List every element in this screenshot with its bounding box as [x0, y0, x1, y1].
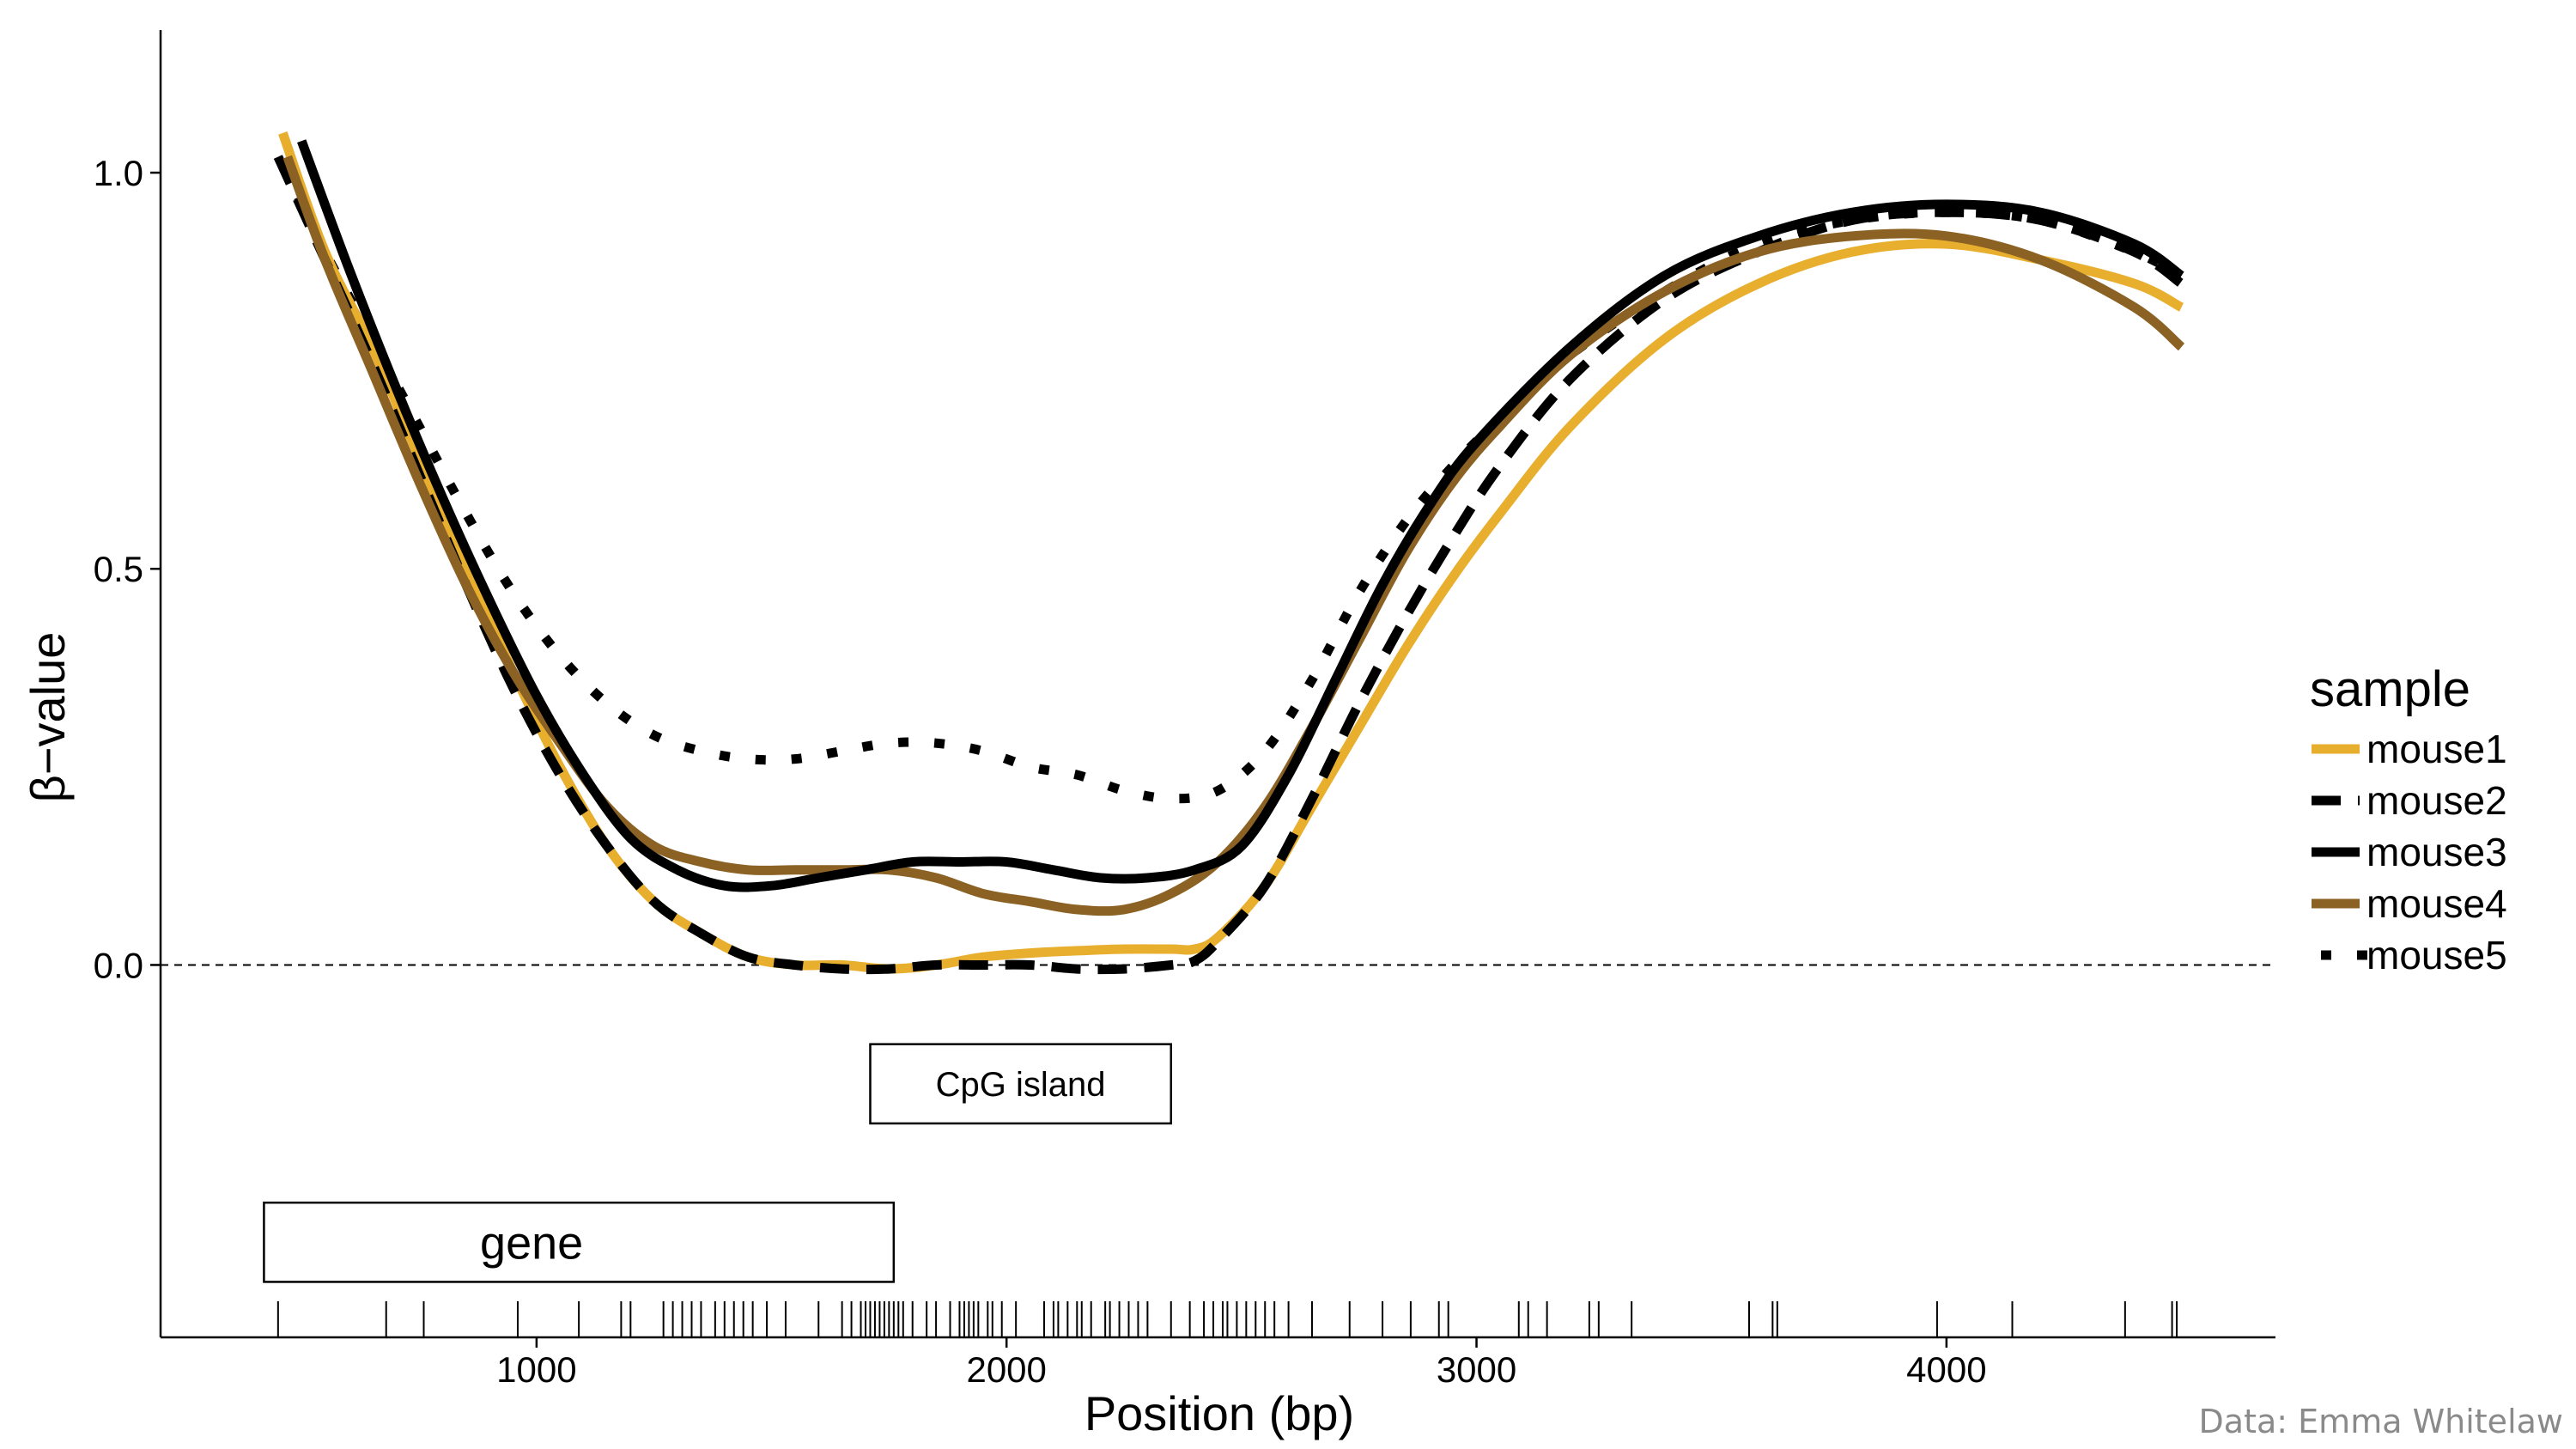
- y-axis-title: β−value: [21, 632, 75, 803]
- legend-label-mouse2: mouse2: [2366, 778, 2507, 823]
- cpg-island-label: CpG island: [936, 1066, 1106, 1104]
- x-tick-label: 1000: [496, 1349, 576, 1390]
- legend-label-mouse3: mouse3: [2366, 830, 2507, 874]
- y-tick-label: 1.0: [94, 153, 143, 193]
- x-tick-label: 4000: [1906, 1349, 1986, 1390]
- series-group: [273, 131, 2185, 975]
- legend-label-mouse4: mouse4: [2366, 881, 2507, 926]
- data-credit: Data: Emma Whitelaw: [2199, 1403, 2563, 1440]
- series-line-mouse5: [278, 162, 2184, 804]
- annotations: CpG island gene: [263, 1043, 1173, 1283]
- legend-title: sample: [2310, 661, 2470, 717]
- legend-label-mouse1: mouse1: [2366, 727, 2507, 771]
- gene-box: [263, 1201, 896, 1283]
- cpg-island-box: [869, 1043, 1173, 1125]
- series-line-mouse4: [283, 155, 2185, 916]
- y-tick-label: 0.0: [94, 945, 143, 985]
- rug-ticks: [276, 1301, 2178, 1337]
- legend: sample mouse1 mouse2 mouse3 mouse4 mouse5: [2310, 661, 2507, 977]
- x-axis-title: Position (bp): [1084, 1386, 1354, 1440]
- series-line-mouse3: [297, 139, 2184, 892]
- x-tick-label: 3000: [1437, 1349, 1516, 1390]
- legend-label-mouse5: mouse5: [2366, 933, 2507, 977]
- x-tick-label: 2000: [966, 1349, 1046, 1390]
- y-tick-label: 0.5: [94, 549, 143, 589]
- gene-label: gene: [480, 1217, 583, 1269]
- series-line-mouse2: [273, 155, 2184, 975]
- axes: 1000 2000 3000 4000 0.0 0.5 1.0: [94, 30, 2275, 1390]
